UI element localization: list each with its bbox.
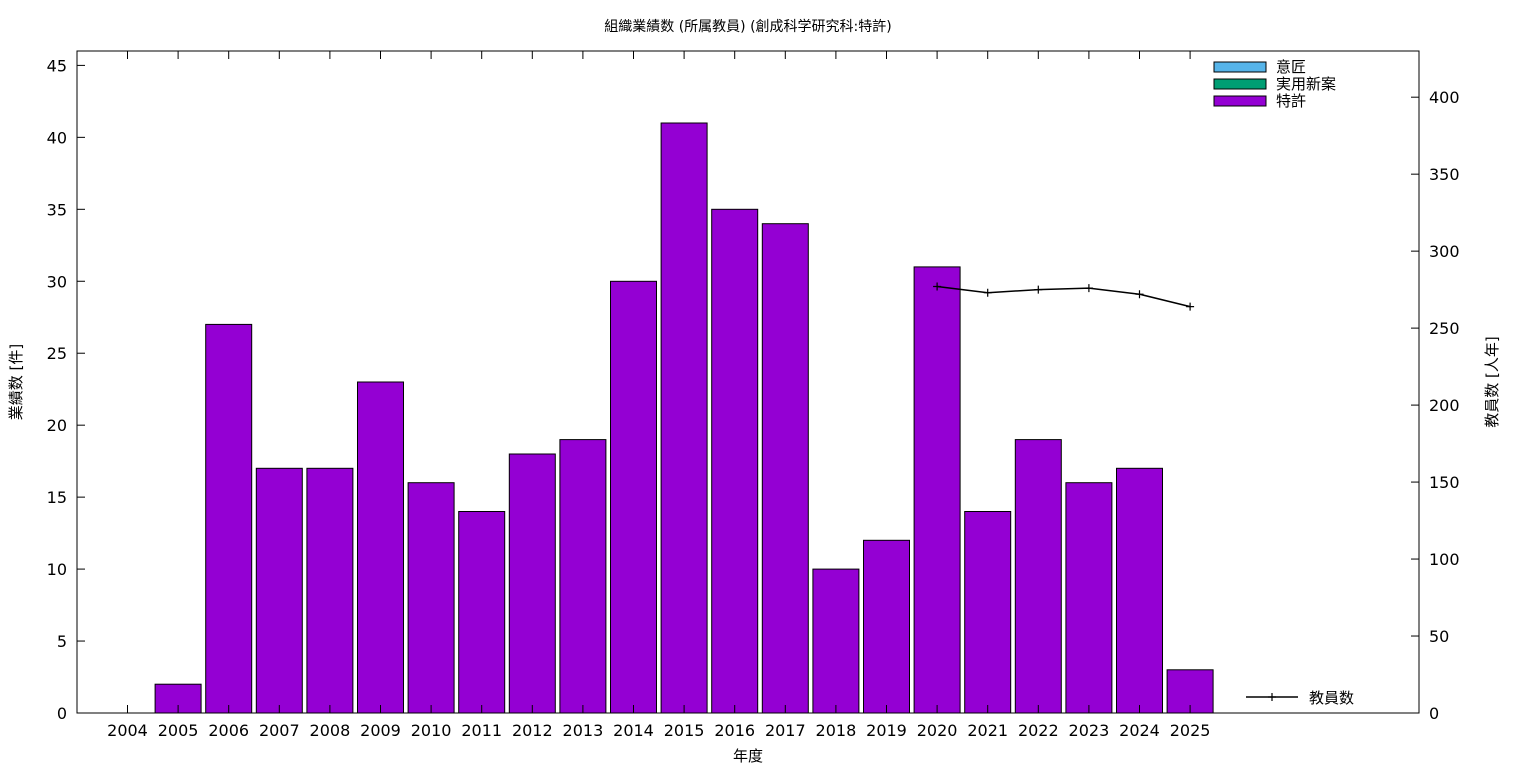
y2-tick-label: 300 xyxy=(1429,242,1460,261)
y-tick-label: 10 xyxy=(47,560,67,579)
x-tick-label: 2004 xyxy=(107,721,148,740)
bar-2014 xyxy=(610,280,657,714)
bar-2021 xyxy=(964,511,1012,714)
y-tick-label: 25 xyxy=(47,344,67,363)
line-series-faculty xyxy=(937,285,1191,308)
legend-swatch-1 xyxy=(1213,78,1267,90)
x-tick-label: 2022 xyxy=(1018,721,1059,740)
y-tick-label: 5 xyxy=(57,632,67,651)
legend-swatch-0 xyxy=(1213,61,1267,73)
chart-title: 組織業績数 (所属教員) (創成科学研究科:特許) xyxy=(604,19,891,35)
legend-label-2: 特許 xyxy=(1276,92,1306,110)
line-layer xyxy=(933,282,1195,311)
y-tick-label: 20 xyxy=(47,416,67,435)
line-point-2021 xyxy=(983,288,992,297)
plot-frame xyxy=(76,50,1420,714)
x-tick-label: 2019 xyxy=(866,721,907,740)
line-point-2023 xyxy=(1084,284,1093,293)
y2-tick-label: 350 xyxy=(1429,165,1460,184)
bar-2018 xyxy=(812,568,860,714)
line-point-2020 xyxy=(933,282,942,291)
y2-axis-title: 教員数 [人年] xyxy=(1483,336,1501,427)
y-tick-label: 15 xyxy=(47,488,67,507)
line-point-2025 xyxy=(1186,302,1195,311)
x-tick-label: 2016 xyxy=(714,721,755,740)
x-tick-label: 2008 xyxy=(310,721,351,740)
x-axis-title: 年度 xyxy=(733,747,763,765)
x-tick-label: 2007 xyxy=(259,721,300,740)
x-tick-label: 2020 xyxy=(917,721,958,740)
x-tick-label: 2006 xyxy=(208,721,249,740)
bar-2024 xyxy=(1116,467,1163,714)
y2-tick-label: 400 xyxy=(1429,88,1460,107)
bar-2015 xyxy=(660,122,708,714)
bar-2016 xyxy=(711,208,759,714)
y-tick-label: 40 xyxy=(47,128,67,147)
y-tick-label: 45 xyxy=(47,56,67,75)
x-tick-label: 2018 xyxy=(816,721,857,740)
legend-swatch-2 xyxy=(1213,95,1267,107)
legend-label-line: 教員数 xyxy=(1309,689,1354,707)
y2-tick-label: 100 xyxy=(1429,550,1460,569)
x-tick-label: 2025 xyxy=(1170,721,1211,740)
y-axis-title: 業績数 [件] xyxy=(7,344,25,420)
x-tick-label: 2010 xyxy=(411,721,452,740)
x-tick-label: 2005 xyxy=(158,721,199,740)
bar-2008 xyxy=(306,467,354,714)
x-tick-label: 2011 xyxy=(461,721,502,740)
axes-layer: 0510152025303540450501001502002503003504… xyxy=(47,50,1460,740)
bar-2006 xyxy=(205,323,253,714)
x-tick-label: 2021 xyxy=(967,721,1008,740)
line-point-2024 xyxy=(1135,290,1144,299)
legend-label-1: 実用新案 xyxy=(1276,75,1336,93)
x-tick-label: 2012 xyxy=(512,721,553,740)
bar-2019 xyxy=(863,539,910,714)
line-point-2022 xyxy=(1034,285,1043,294)
bar-2009 xyxy=(357,381,404,714)
bar-2022 xyxy=(1014,439,1062,714)
y2-tick-label: 250 xyxy=(1429,319,1460,338)
x-tick-label: 2009 xyxy=(360,721,401,740)
legend-label-0: 意匠 xyxy=(1276,58,1306,76)
bar-2017 xyxy=(761,223,809,714)
x-tick-label: 2013 xyxy=(563,721,604,740)
bar-2010 xyxy=(407,482,455,714)
x-tick-label: 2017 xyxy=(765,721,806,740)
bar-2023 xyxy=(1065,482,1113,714)
x-tick-label: 2024 xyxy=(1119,721,1160,740)
x-tick-label: 2015 xyxy=(664,721,705,740)
y2-tick-label: 0 xyxy=(1429,704,1439,723)
bars-layer xyxy=(154,122,1214,714)
y-tick-label: 30 xyxy=(47,272,67,291)
bar-2012 xyxy=(508,453,556,714)
y2-tick-label: 50 xyxy=(1429,627,1449,646)
y2-tick-label: 200 xyxy=(1429,396,1460,415)
y-tick-label: 0 xyxy=(57,704,67,723)
bar-2007 xyxy=(255,467,303,714)
x-tick-label: 2014 xyxy=(613,721,654,740)
bar-2011 xyxy=(458,511,506,714)
legend-line-marker xyxy=(1268,693,1276,701)
y-tick-label: 35 xyxy=(47,200,67,219)
bar-2013 xyxy=(559,439,607,714)
x-tick-label: 2023 xyxy=(1069,721,1110,740)
y2-tick-label: 150 xyxy=(1429,473,1460,492)
bar-2020 xyxy=(913,266,961,714)
